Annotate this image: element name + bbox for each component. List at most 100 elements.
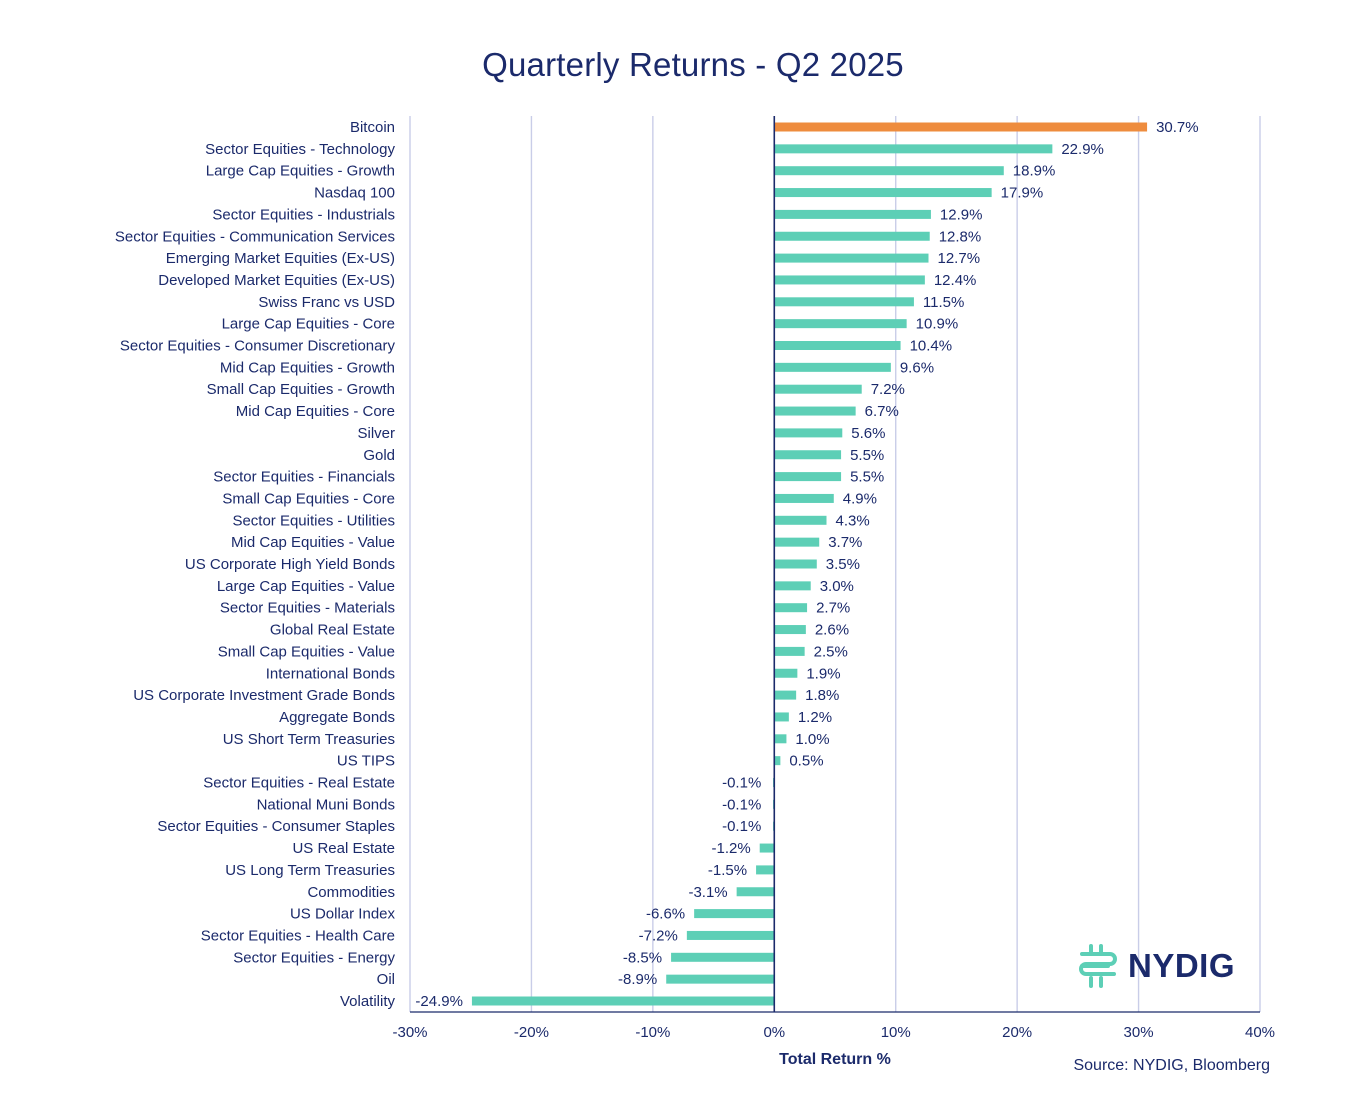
value-label: 3.0% bbox=[820, 578, 854, 595]
category-label: Sector Equities - Energy bbox=[233, 949, 395, 966]
bar bbox=[774, 515, 827, 525]
value-label: 5.5% bbox=[850, 469, 884, 486]
value-label: -6.6% bbox=[646, 906, 685, 923]
bar bbox=[774, 493, 834, 503]
category-label: Aggregate Bonds bbox=[279, 709, 395, 726]
bar bbox=[774, 668, 798, 678]
value-label: 2.6% bbox=[815, 622, 849, 639]
value-label: 3.7% bbox=[828, 534, 862, 551]
category-label: International Bonds bbox=[266, 665, 395, 682]
value-label: 4.9% bbox=[843, 490, 877, 507]
value-label: -8.9% bbox=[618, 971, 657, 988]
grid-lines bbox=[409, 116, 1261, 1012]
bar bbox=[774, 297, 914, 307]
value-label: 2.5% bbox=[814, 643, 848, 660]
source-note: Source: NYDIG, Bloomberg bbox=[1073, 1057, 1270, 1074]
value-label: 1.9% bbox=[806, 665, 840, 682]
bar bbox=[694, 909, 775, 919]
value-label: -0.1% bbox=[722, 818, 761, 835]
bar bbox=[774, 603, 808, 613]
value-label: 12.7% bbox=[938, 250, 981, 267]
value-label: 12.4% bbox=[934, 272, 977, 289]
bar bbox=[774, 581, 811, 591]
category-label: Bitcoin bbox=[350, 119, 395, 136]
category-label: Sector Equities - Technology bbox=[205, 141, 395, 158]
category-label: Emerging Market Equities (Ex-US) bbox=[166, 250, 395, 267]
category-label: Sector Equities - Industrials bbox=[212, 206, 395, 223]
value-label: -0.1% bbox=[722, 775, 761, 792]
bar bbox=[774, 253, 929, 263]
bar bbox=[774, 384, 862, 394]
bar bbox=[774, 712, 789, 722]
category-label: US Corporate High Yield Bonds bbox=[185, 556, 395, 573]
value-label: 18.9% bbox=[1013, 163, 1056, 180]
value-label: 2.7% bbox=[816, 600, 850, 617]
category-label: Global Real Estate bbox=[270, 622, 395, 639]
category-label: Sector Equities - Real Estate bbox=[203, 775, 395, 792]
bar bbox=[774, 406, 856, 416]
category-label: Sector Equities - Financials bbox=[213, 469, 395, 486]
chart-title: Quarterly Returns - Q2 2025 bbox=[482, 46, 904, 83]
bar bbox=[774, 450, 842, 460]
bar-series bbox=[471, 122, 1148, 1006]
value-label: 10.4% bbox=[910, 338, 953, 355]
nydig-logo: NYDIG bbox=[1074, 941, 1249, 991]
value-label: 5.5% bbox=[850, 447, 884, 464]
category-label: US Corporate Investment Grade Bonds bbox=[133, 687, 395, 704]
bar bbox=[774, 472, 842, 482]
value-label: -0.1% bbox=[722, 796, 761, 813]
category-label: US TIPS bbox=[337, 753, 395, 770]
bar bbox=[666, 974, 775, 984]
value-label: 10.9% bbox=[916, 316, 959, 333]
bar bbox=[759, 843, 775, 853]
category-label: Gold bbox=[363, 447, 395, 464]
category-label: Volatility bbox=[340, 993, 396, 1010]
bar bbox=[671, 952, 775, 962]
brand-name: NYDIG bbox=[1128, 947, 1236, 984]
category-label: Developed Market Equities (Ex-US) bbox=[158, 272, 395, 289]
category-label: Commodities bbox=[307, 884, 395, 901]
category-label: Sector Equities - Utilities bbox=[232, 512, 395, 529]
category-label: Mid Cap Equities - Value bbox=[231, 534, 395, 551]
x-axis-title: Total Return % bbox=[779, 1051, 891, 1068]
bar bbox=[774, 625, 806, 635]
bar bbox=[774, 188, 992, 198]
x-tick-label: -10% bbox=[635, 1024, 670, 1041]
category-label: Large Cap Equities - Core bbox=[222, 316, 395, 333]
category-label: Swiss Franc vs USD bbox=[258, 294, 395, 311]
value-label: 17.9% bbox=[1001, 185, 1044, 202]
value-label: -24.9% bbox=[415, 993, 463, 1010]
bar bbox=[774, 231, 930, 241]
value-label: 6.7% bbox=[865, 403, 899, 420]
category-label: Mid Cap Equities - Growth bbox=[220, 359, 395, 376]
category-label: Sector Equities - Materials bbox=[220, 600, 395, 617]
value-label: 22.9% bbox=[1061, 141, 1104, 158]
bar bbox=[774, 275, 925, 285]
value-label: -1.2% bbox=[712, 840, 751, 857]
bar bbox=[774, 122, 1148, 132]
bar bbox=[774, 144, 1053, 154]
value-label: -3.1% bbox=[688, 884, 727, 901]
axes bbox=[410, 116, 1260, 1013]
category-label: Small Cap Equities - Value bbox=[218, 643, 395, 660]
value-label: 1.0% bbox=[795, 731, 829, 748]
x-tick-label: 40% bbox=[1245, 1024, 1275, 1041]
value-label: 12.9% bbox=[940, 206, 983, 223]
category-label: US Dollar Index bbox=[290, 906, 396, 923]
category-label: Mid Cap Equities - Core bbox=[236, 403, 395, 420]
bar bbox=[736, 887, 775, 897]
nydig-logo-icon bbox=[1079, 944, 1117, 988]
category-label: National Muni Bonds bbox=[257, 796, 395, 813]
value-label: -8.5% bbox=[623, 949, 662, 966]
x-tick-label: -20% bbox=[514, 1024, 549, 1041]
bar bbox=[686, 930, 775, 940]
value-label: 30.7% bbox=[1156, 119, 1199, 136]
value-label: 9.6% bbox=[900, 359, 934, 376]
value-label: 3.5% bbox=[826, 556, 860, 573]
category-label: Small Cap Equities - Growth bbox=[207, 381, 395, 398]
category-label: US Short Term Treasuries bbox=[223, 731, 395, 748]
category-label: Nasdaq 100 bbox=[314, 185, 395, 202]
bar bbox=[774, 319, 907, 329]
value-label: 1.8% bbox=[805, 687, 839, 704]
